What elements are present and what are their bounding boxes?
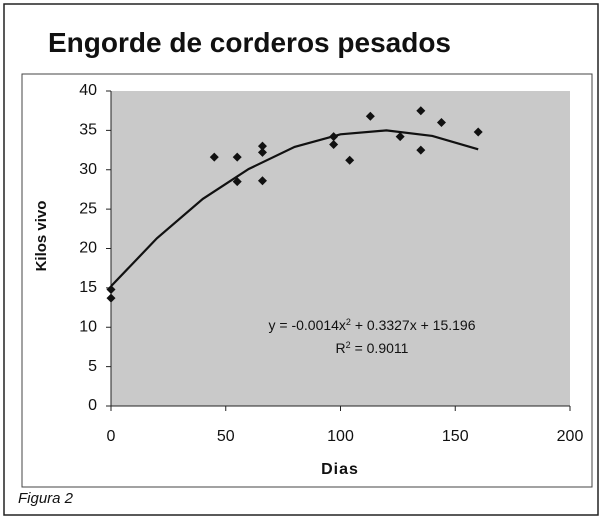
chart-title: Engorde de corderos pesados bbox=[48, 27, 451, 58]
data-point bbox=[395, 132, 405, 142]
data-point bbox=[232, 177, 242, 187]
y-tick-label: 35 bbox=[79, 122, 97, 139]
annotation-part: 2 bbox=[346, 340, 351, 350]
data-point bbox=[209, 152, 219, 162]
annotation-part: y = -0.0014x bbox=[268, 317, 345, 333]
y-tick-label: 10 bbox=[79, 318, 97, 335]
x-tick-label: 200 bbox=[557, 428, 584, 445]
data-point bbox=[106, 293, 116, 303]
y-tick-label: 0 bbox=[88, 397, 97, 414]
x-axis-label: Dias bbox=[321, 461, 359, 478]
data-point bbox=[329, 132, 339, 142]
chart-frame bbox=[21, 73, 593, 488]
data-point bbox=[106, 284, 116, 294]
annotation: y = -0.0014x2 + 0.3327x + 15.196 bbox=[268, 317, 475, 333]
data-point bbox=[345, 155, 355, 165]
y-tick-label: 40 bbox=[79, 82, 97, 99]
annotation: R2 = 0.9011 bbox=[336, 340, 409, 356]
data-point bbox=[232, 152, 242, 162]
data-point bbox=[257, 147, 267, 157]
y-tick-label: 20 bbox=[79, 240, 97, 257]
y-tick-label: 30 bbox=[79, 161, 97, 178]
x-tick-label: 0 bbox=[107, 428, 116, 445]
data-point bbox=[473, 127, 483, 137]
data-point bbox=[329, 140, 339, 150]
data-point bbox=[416, 106, 426, 116]
annotation-part: + 0.3327x + 15.196 bbox=[351, 317, 476, 333]
caption: Figura 2 bbox=[18, 490, 74, 507]
data-point bbox=[257, 176, 267, 186]
data-point bbox=[416, 145, 426, 155]
plot-area bbox=[111, 91, 570, 406]
annotation-part: = 0.9011 bbox=[351, 340, 409, 356]
trendline bbox=[110, 129, 479, 288]
data-point bbox=[365, 111, 375, 121]
x-tick-label: 50 bbox=[217, 428, 235, 445]
y-tick-label: 25 bbox=[79, 200, 97, 217]
x-tick-label: 150 bbox=[442, 428, 469, 445]
annotation-part: 2 bbox=[346, 317, 351, 327]
x-tick-label: 100 bbox=[327, 428, 354, 445]
data-point bbox=[436, 118, 446, 127]
y-tick-label: 15 bbox=[79, 279, 97, 296]
y-tick-label: 5 bbox=[88, 358, 97, 375]
y-axis-label: Kilos vivo bbox=[33, 201, 50, 272]
data-point bbox=[257, 141, 267, 151]
annotation-part: R bbox=[336, 340, 346, 356]
